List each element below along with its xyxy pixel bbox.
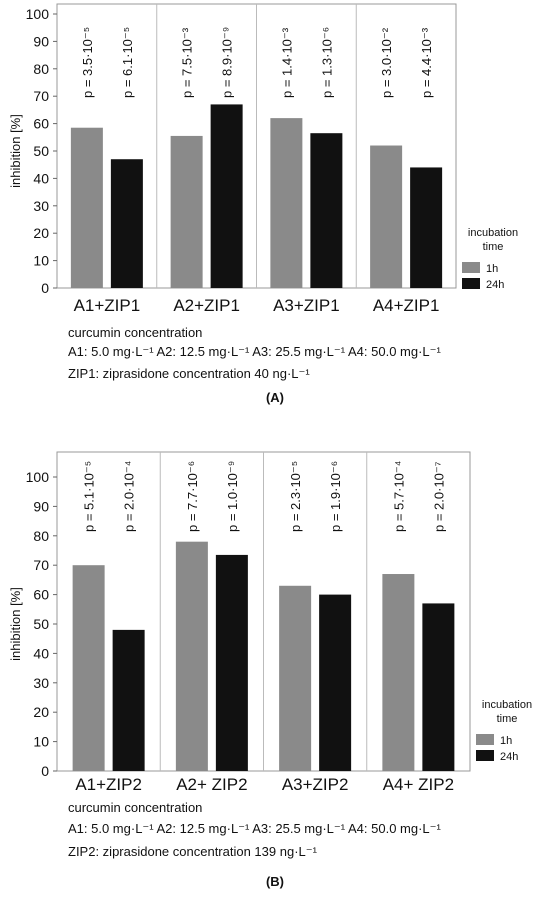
y-tick-label: 0 [41, 763, 49, 779]
p-value: p = 2.0·10⁻⁷ [431, 461, 446, 532]
x-axis-label: curcumin concentration [68, 800, 203, 815]
bar [170, 135, 203, 288]
note: ZIP1: ziprasidone concentration 40 ng·L⁻… [68, 366, 310, 381]
x-tick-label: A4+ ZIP2 [383, 775, 454, 794]
legend-swatch [476, 734, 494, 745]
legend-swatch [476, 750, 494, 761]
bar [370, 145, 403, 288]
legend-swatch [462, 278, 480, 289]
y-tick-label: 90 [33, 498, 49, 514]
x-axis-label: curcumin concentration [68, 325, 203, 340]
x-tick-label: A3+ZIP1 [273, 296, 340, 315]
p-value: p = 7.5·10⁻³ [180, 27, 195, 98]
y-tick-label: 50 [33, 143, 49, 159]
y-tick-label: 20 [33, 225, 49, 241]
x-tick-label: A2+ ZIP2 [176, 775, 247, 794]
legend-swatch [462, 262, 480, 273]
bar [210, 104, 243, 288]
bar [110, 159, 143, 288]
bar [279, 585, 312, 771]
y-tick-label: 100 [26, 6, 50, 22]
y-tick-label: 100 [26, 469, 50, 485]
x-tick-label: A1+ZIP1 [74, 296, 141, 315]
panel-label: (B) [265, 874, 285, 889]
legend-label: 1h [500, 735, 512, 747]
legend-title: incubation time [467, 227, 519, 253]
y-axis-label: inhibition [%] [8, 114, 23, 188]
p-value: p = 4.4·10⁻³ [419, 27, 434, 98]
p-value: p = 1.3·10⁻⁶ [319, 27, 334, 98]
y-tick-label: 70 [33, 88, 49, 104]
note: ZIP2: ziprasidone concentration 139 ng·L… [68, 844, 317, 859]
x-tick-label: A3+ZIP2 [282, 775, 349, 794]
y-tick-label: 20 [33, 704, 49, 720]
p-value: p = 2.0·10⁻⁴ [122, 461, 137, 532]
y-tick-label: 60 [33, 587, 49, 603]
bar [112, 629, 145, 771]
y-tick-label: 50 [33, 616, 49, 632]
bar [410, 167, 443, 288]
legend-label: 24h [500, 751, 518, 763]
bar [72, 565, 105, 771]
bar [70, 127, 103, 289]
y-axis-label: inhibition [%] [8, 587, 23, 661]
bar [319, 594, 352, 771]
y-tick-label: 90 [33, 33, 49, 49]
p-value: p = 3.5·10⁻⁵ [80, 27, 95, 98]
p-value: p = 1.0·10⁻⁹ [225, 461, 240, 532]
y-tick-label: 30 [33, 675, 49, 691]
p-value: p = 3.0·10⁻² [379, 27, 394, 98]
p-value: p = 1.4·10⁻³ [279, 27, 294, 98]
y-tick-label: 70 [33, 557, 49, 573]
p-value: p = 6.1·10⁻⁵ [120, 27, 135, 98]
y-tick-label: 10 [33, 253, 49, 269]
y-tick-label: 10 [33, 734, 49, 750]
p-value: p = 8.9·10⁻⁹ [220, 27, 235, 98]
legend-title: incubation time [481, 699, 533, 725]
p-value: p = 7.7·10⁻⁶ [185, 461, 200, 532]
x-tick-label: A1+ZIP2 [75, 775, 142, 794]
y-tick-label: 80 [33, 61, 49, 77]
y-tick-label: 80 [33, 528, 49, 544]
bar [215, 554, 248, 771]
x-tick-label: A4+ZIP1 [373, 296, 440, 315]
bar [382, 574, 415, 771]
bar [422, 603, 455, 771]
y-tick-label: 0 [41, 280, 49, 296]
bar [175, 541, 208, 771]
y-tick-label: 30 [33, 198, 49, 214]
panel-label: (A) [265, 390, 285, 405]
legend-label: 24h [486, 279, 504, 291]
p-value: p = 5.1·10⁻⁵ [82, 461, 97, 532]
bar [270, 118, 303, 289]
note: A1: 5.0 mg·L⁻¹ A2: 12.5 mg·L⁻¹ A3: 25.5 … [68, 821, 441, 836]
p-value: p = 1.9·10⁻⁶ [328, 461, 343, 532]
bar [310, 133, 343, 288]
x-tick-label: A2+ZIP1 [173, 296, 240, 315]
p-value: p = 5.7·10⁻⁴ [391, 461, 406, 532]
y-tick-label: 60 [33, 116, 49, 132]
y-tick-label: 40 [33, 170, 49, 186]
y-tick-label: 40 [33, 645, 49, 661]
legend-label: 1h [486, 263, 498, 275]
p-value: p = 2.3·10⁻⁵ [288, 461, 303, 532]
note: A1: 5.0 mg·L⁻¹ A2: 12.5 mg·L⁻¹ A3: 25.5 … [68, 344, 441, 359]
